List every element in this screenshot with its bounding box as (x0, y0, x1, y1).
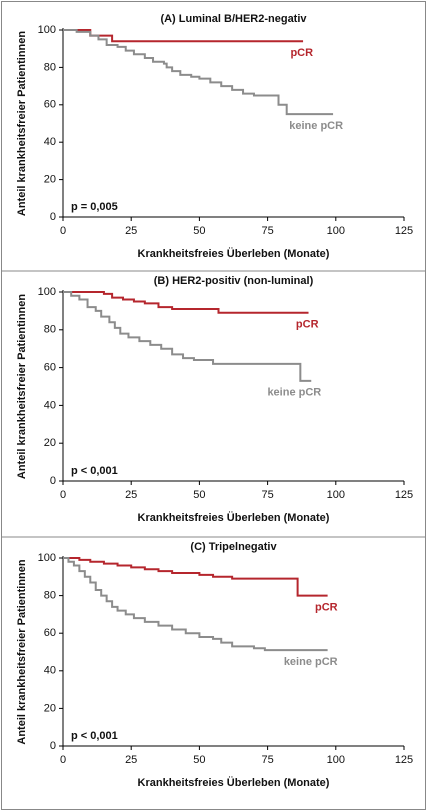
x-tick-label: 100 (327, 489, 345, 501)
x-axis-label: Krankheitsfreies Überleben (Monate) (138, 511, 330, 524)
survival-line (63, 557, 328, 597)
survival-line (63, 291, 312, 382)
y-tick-label: 0 (50, 740, 56, 752)
x-tick-label: 100 (327, 225, 345, 237)
x-axis-label: Krankheitsfreies Überleben (Monate) (138, 247, 330, 260)
y-tick-label: 20 (44, 437, 56, 449)
chart-title: (A) Luminal B/HER2-negativ (160, 13, 307, 25)
x-tick-label: 25 (125, 225, 137, 237)
series-label: keine pCR (289, 120, 343, 132)
annotation: p = 0,005 (71, 201, 118, 213)
y-tick-label: 100 (38, 286, 56, 298)
y-tick-label: 0 (50, 211, 56, 223)
y-tick-label: 60 (44, 627, 56, 639)
y-axis-label: Anteil krankheitsfreier Patientinnen (16, 31, 28, 216)
x-tick-label: 50 (193, 489, 205, 501)
y-tick-label: 80 (44, 324, 56, 336)
y-tick-label: 80 (44, 590, 56, 602)
y-tick-label: 40 (44, 665, 56, 677)
y-tick-label: 20 (44, 174, 56, 186)
x-tick-label: 25 (125, 489, 137, 501)
y-axis-label: Anteil krankheitsfreier Patientinnen (16, 559, 28, 744)
survival-line (63, 557, 328, 652)
x-tick-label: 125 (395, 754, 413, 766)
series-label: keine pCR (267, 387, 321, 399)
x-tick-label: 0 (60, 754, 66, 766)
y-tick-label: 80 (44, 61, 56, 73)
y-tick-label: 20 (44, 702, 56, 714)
survival-line (63, 29, 304, 43)
x-tick-label: 125 (395, 489, 413, 501)
series-label: pCR (315, 602, 338, 614)
annotation: p < 0,001 (71, 730, 118, 742)
y-tick-label: 40 (44, 399, 56, 411)
y-tick-label: 0 (50, 475, 56, 487)
series-label: pCR (296, 319, 319, 331)
series-label: pCR (290, 47, 313, 59)
annotation: p < 0,001 (71, 465, 118, 477)
survival-line (63, 29, 334, 116)
y-tick-label: 100 (38, 552, 56, 564)
x-tick-label: 0 (60, 225, 66, 237)
y-axis-label: Anteil krankheitsfreier Patientinnen (16, 294, 28, 479)
series-label: keine pCR (284, 656, 338, 668)
x-axis-label: Krankheitsfreies Überleben (Monate) (138, 776, 330, 789)
x-tick-label: 50 (193, 225, 205, 237)
x-tick-label: 125 (395, 225, 413, 237)
chart-title: (C) Tripelnegativ (190, 541, 277, 553)
y-tick-label: 100 (38, 24, 56, 36)
x-tick-label: 75 (261, 754, 273, 766)
x-tick-label: 50 (193, 754, 205, 766)
y-tick-label: 40 (44, 136, 56, 148)
x-tick-label: 75 (261, 489, 273, 501)
x-tick-label: 100 (327, 754, 345, 766)
y-tick-label: 60 (44, 99, 56, 111)
survival-line (63, 291, 309, 314)
chart-title: (B) HER2-positiv (non-luminal) (154, 275, 314, 287)
x-tick-label: 75 (261, 225, 273, 237)
y-tick-label: 60 (44, 362, 56, 374)
x-tick-label: 0 (60, 489, 66, 501)
x-tick-label: 25 (125, 754, 137, 766)
